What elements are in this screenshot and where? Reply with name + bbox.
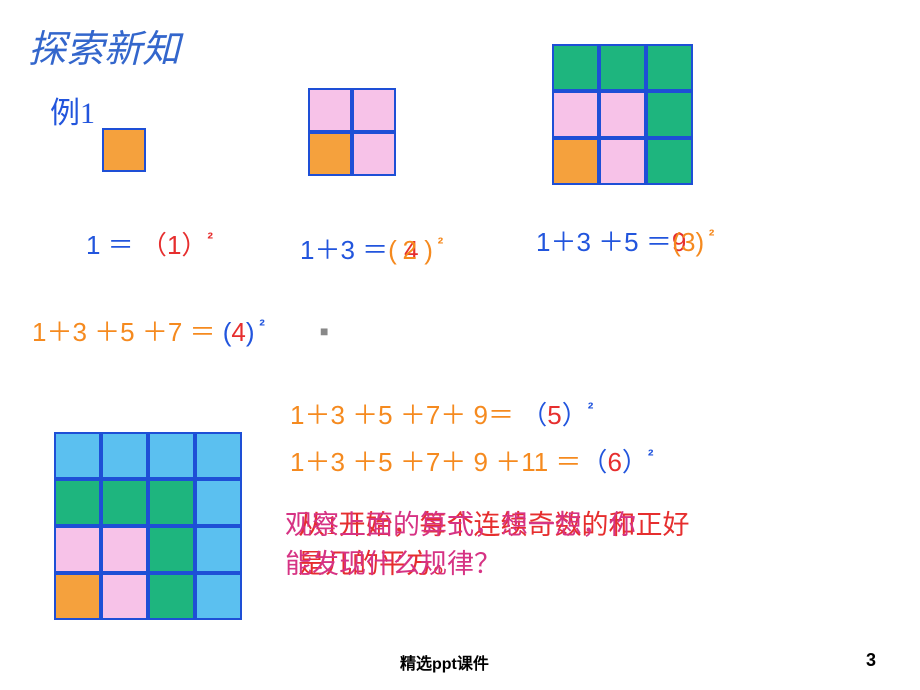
grid-cell (308, 88, 352, 132)
grid-cell (195, 573, 242, 620)
grid-cell (195, 479, 242, 526)
grid-cell (552, 44, 599, 91)
eq-part: 1＋3 ＋5 ＋7 ＝ (32, 317, 216, 347)
eq-part: 6 (607, 447, 621, 477)
grid-cell (148, 479, 195, 526)
grid-cell (599, 91, 646, 138)
eq-part: （ (141, 230, 167, 260)
eq-part: 1＋3 ＝ (300, 235, 388, 265)
grid-cell (101, 573, 148, 620)
eq-part: ） (622, 447, 648, 477)
page-number: 3 (866, 650, 876, 671)
eq-part: 1＋3 ＋5 ＋7＋ 9 ＋11 ＝ (290, 447, 581, 477)
grid-cell (599, 44, 646, 91)
marker-dot: ■ (320, 325, 328, 341)
eq-part: 1＋3 ＋5 ＝ (536, 227, 672, 257)
eq-part: 1 ＝ (86, 230, 141, 260)
question-line2-front: 能发现什么规律？ (285, 542, 501, 581)
grid-cell (101, 526, 148, 573)
grid-cell (599, 138, 646, 185)
eq-part: ） (181, 230, 207, 260)
grid-cell (552, 138, 599, 185)
grid-cell (148, 432, 195, 479)
grid-cell (148, 526, 195, 573)
grid-cell (646, 91, 693, 138)
grid-1x1 (102, 128, 146, 172)
grid-cell (148, 573, 195, 620)
equation-1: 1 ＝ （1）² (86, 225, 213, 262)
grid-4x4 (54, 432, 242, 620)
footer-text: 精选ppt课件 (400, 650, 489, 674)
eq-part: ) (695, 227, 704, 257)
eq-part: （ (521, 400, 547, 430)
grid-cell (646, 44, 693, 91)
equation-5: 1＋3 ＋5 ＋7＋ 9＝ （5）² (290, 395, 593, 432)
eq-part: ( (216, 317, 232, 347)
eq-part: ² (207, 229, 213, 248)
question-line1-front: 观察上面的算式，想一想，你 (285, 503, 636, 542)
grid-cell (352, 132, 396, 176)
eq-part: 5 (547, 400, 561, 430)
eq-part: ² (704, 226, 714, 245)
eq-part: ² (648, 446, 654, 465)
eq-part: 4 (231, 317, 245, 347)
grid-cell (308, 132, 352, 176)
eq-part: ) (246, 317, 255, 347)
page-title: 探索新知 (28, 18, 180, 73)
grid-cell (552, 91, 599, 138)
equation-6: 1＋3 ＋5 ＋7＋ 9 ＋11 ＝（6）² (290, 442, 654, 479)
equation-4: 1＋3 ＋5 ＋7 ＝ (4) ² (32, 312, 265, 349)
grid-cell (195, 432, 242, 479)
eq-part: ） (562, 400, 588, 430)
grid-cell (54, 573, 101, 620)
equation-3: 1＋3 ＋5 ＝9(3) ² (536, 222, 714, 259)
grid-cell (352, 88, 396, 132)
eq-part: 3 (681, 227, 695, 257)
eq-part: （ (581, 447, 607, 477)
grid-cell (101, 432, 148, 479)
grid-cell (54, 526, 101, 573)
grid-cell (102, 128, 146, 172)
eq-part: ² (433, 234, 443, 253)
eq-part: 2 (403, 235, 417, 265)
eq-part: ) (424, 235, 433, 265)
grid-cell (101, 479, 148, 526)
grid-cell (195, 526, 242, 573)
eq-part: ² (255, 316, 265, 335)
eq-part: ( (388, 235, 397, 265)
grid-3x3 (552, 44, 693, 185)
grid-cell (646, 138, 693, 185)
example-label: 例1 (50, 88, 95, 132)
grid-2x2 (308, 88, 396, 176)
grid-cell (54, 432, 101, 479)
eq-part: ² (588, 399, 594, 418)
eq-part: 1＋3 ＋5 ＋7＋ 9＝ (290, 400, 521, 430)
grid-cell (54, 479, 101, 526)
eq-part: ( (672, 227, 681, 257)
eq-part: 1 (167, 230, 181, 260)
equation-2: 1＋3 ＝( 42 ) ² (300, 230, 443, 267)
